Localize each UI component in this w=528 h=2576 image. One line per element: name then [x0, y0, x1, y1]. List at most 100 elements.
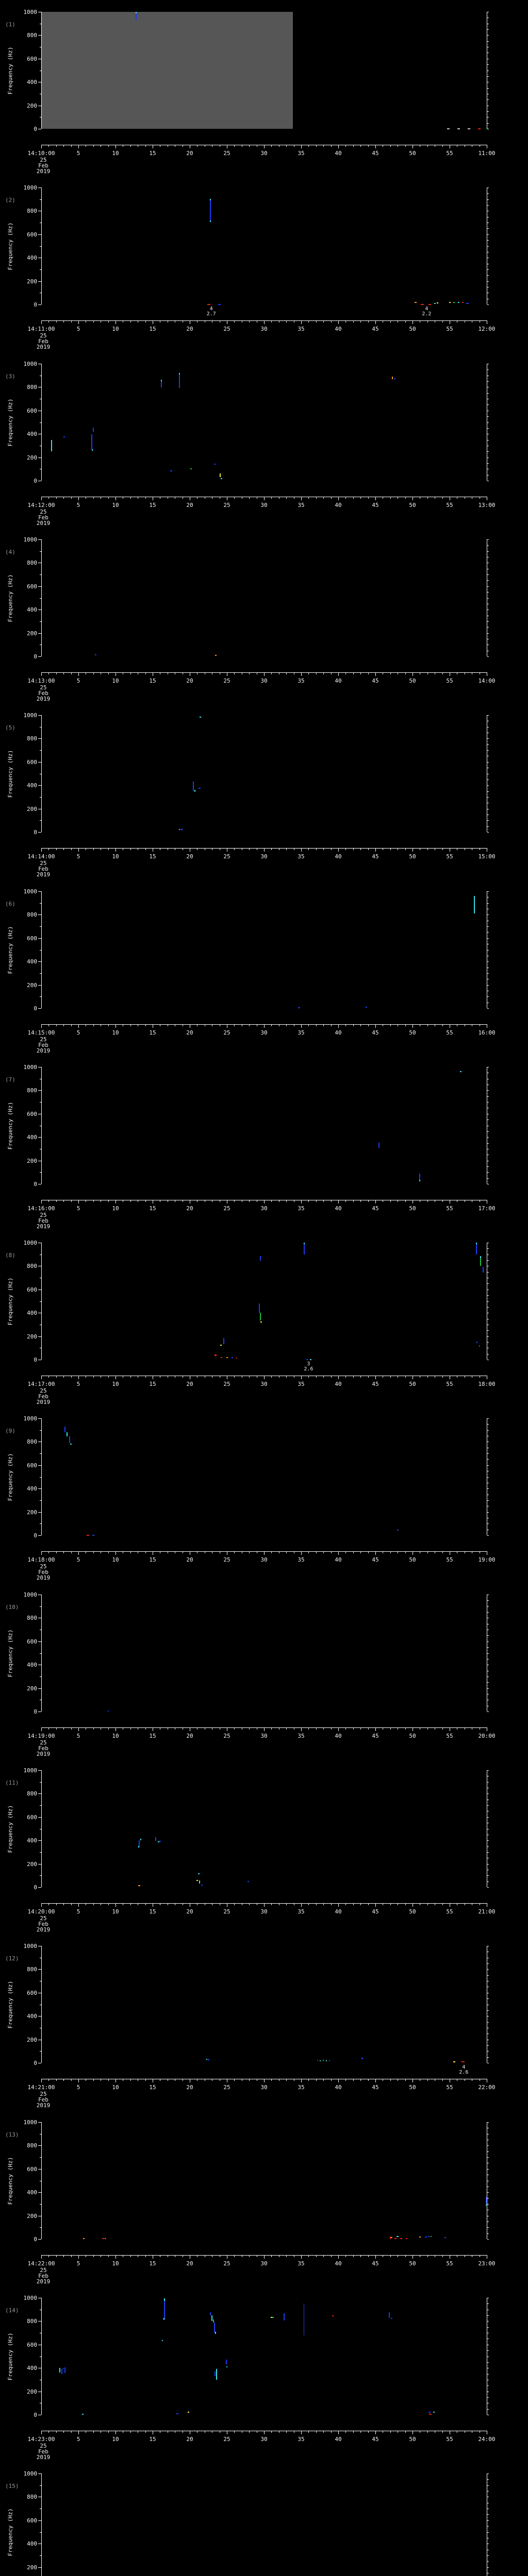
x-tick-label: 15: [149, 853, 156, 860]
x-minor-tick: [93, 1376, 94, 1378]
y-tick-label: 0: [34, 301, 37, 308]
x-tick-label: 10: [112, 150, 119, 157]
x-minor-tick: [390, 1552, 391, 1553]
x-major-tick: [41, 1552, 42, 1555]
x-minor-tick: [323, 2431, 324, 2433]
x-tick-label: 45: [372, 1908, 379, 1915]
panel-index-label: (8): [5, 1252, 15, 1259]
y-tick-label: 400: [27, 2013, 37, 2020]
y-right-tick: [487, 1817, 489, 1818]
x-minor-tick: [353, 497, 354, 499]
y-minor-tick: [40, 1430, 41, 1431]
x-minor-tick: [427, 2256, 428, 2257]
y-right-tick: [487, 1172, 489, 1173]
y-minor-tick: [40, 2204, 41, 2205]
x-minor-tick: [145, 1552, 146, 1553]
detection-mark: [485, 2197, 487, 2204]
y-major-tick: [38, 1641, 41, 1642]
x-minor-tick: [271, 673, 272, 674]
y-tick-label: 0: [34, 653, 37, 660]
x-major-tick: [41, 2256, 42, 2259]
y-minor-tick: [40, 2485, 41, 2486]
x-minor-tick: [390, 1200, 391, 1202]
y-right-tick: [487, 234, 489, 235]
x-tick-label: 50: [409, 1908, 416, 1915]
y-minor-tick: [40, 926, 41, 927]
y-minor-tick: [40, 1523, 41, 1524]
y-right-tick: [487, 1418, 489, 1419]
x-minor-tick: [427, 849, 428, 850]
x-minor-tick: [56, 1552, 57, 1553]
x-minor-tick: [56, 497, 57, 499]
x-major-tick: [412, 321, 413, 324]
x-minor-tick: [48, 1376, 50, 1378]
x-major-tick: [338, 1552, 339, 1555]
x-minor-tick: [360, 321, 361, 323]
spectrogram-panel: (10) Frequency (Hz) 0 200 400 600 800 1000 5 10 15…: [0, 1583, 528, 1758]
x-tick-label: 20: [186, 2084, 193, 2091]
x-tick-label: 50: [409, 150, 416, 157]
x-minor-tick: [331, 145, 332, 147]
x-minor-tick: [286, 673, 287, 674]
x-minor-tick: [63, 1200, 64, 1202]
detection-mark: [214, 1354, 217, 1357]
y-right-tick: [487, 750, 489, 751]
y-major-tick: [38, 35, 41, 36]
x-tick-label: 35: [298, 1733, 305, 1739]
y-right-tick: [487, 1301, 489, 1302]
x-tick-label: 55: [446, 2436, 453, 2443]
x-tick-label: 45: [372, 2260, 379, 2267]
x-major-tick: [78, 497, 79, 500]
detection-mark: [328, 2060, 330, 2062]
detection-mark: [433, 2412, 435, 2413]
x-major-tick: [338, 673, 339, 676]
detection-mark: [475, 1243, 477, 1245]
y-right-tick: [487, 1008, 489, 1009]
x-minor-tick: [308, 1728, 309, 1730]
detection-mark: [92, 428, 94, 432]
spectrogram-plot: [41, 188, 487, 304]
x-tick-label: 15: [149, 1205, 156, 1212]
y-tick-label: 400: [27, 606, 37, 614]
y-minor-tick: [40, 796, 41, 798]
x-minor-tick: [405, 2431, 406, 2433]
x-minor-tick: [71, 497, 72, 499]
x-minor-tick: [345, 849, 346, 850]
x-minor-tick: [353, 1200, 354, 1202]
y-right-tick: [487, 269, 489, 270]
x-minor-tick: [390, 321, 391, 323]
detection-mark: [170, 470, 172, 471]
x-tick-label: 15: [149, 2084, 156, 2091]
y-right-tick: [487, 1969, 489, 1970]
x-minor-tick: [145, 2079, 146, 2081]
x-minor-tick: [316, 1376, 317, 1378]
y-tick-label: 400: [27, 1837, 37, 1844]
x-tick-label: 20: [186, 150, 193, 157]
panel-index-label: (1): [5, 21, 15, 28]
x-major-tick: [78, 849, 79, 852]
x-major-tick: [41, 2431, 42, 2434]
x-start-time-label: 14:14:00: [27, 853, 55, 860]
y-minor-tick: [40, 269, 41, 270]
x-minor-tick: [360, 1025, 361, 1026]
y-major-tick: [38, 738, 41, 739]
detection-mark: [260, 1321, 262, 1323]
y-right-tick: [487, 1260, 489, 1261]
x-minor-tick: [145, 1200, 146, 1202]
y-major-tick: [38, 1535, 41, 1536]
x-minor-tick: [286, 1728, 287, 1730]
x-tick-label: 55: [446, 1733, 453, 1739]
x-major-tick: [375, 1904, 376, 1907]
x-tick-label: 35: [298, 2084, 305, 2091]
x-minor-tick: [316, 1025, 317, 1026]
x-minor-tick: [234, 2079, 235, 2081]
x-minor-tick: [427, 1376, 428, 1378]
x-minor-tick: [130, 673, 131, 674]
spectrogram-panel: (11) Frequency (Hz) 0 200 400 600 800 1000 5 10 15…: [0, 1758, 528, 1934]
x-minor-tick: [353, 1025, 354, 1026]
y-major-tick: [38, 539, 41, 540]
x-major-tick: [338, 1376, 339, 1379]
detection-mark: [480, 1258, 482, 1266]
y-tick-label: 1000: [23, 1943, 38, 1950]
detection-mark: [59, 2368, 60, 2373]
